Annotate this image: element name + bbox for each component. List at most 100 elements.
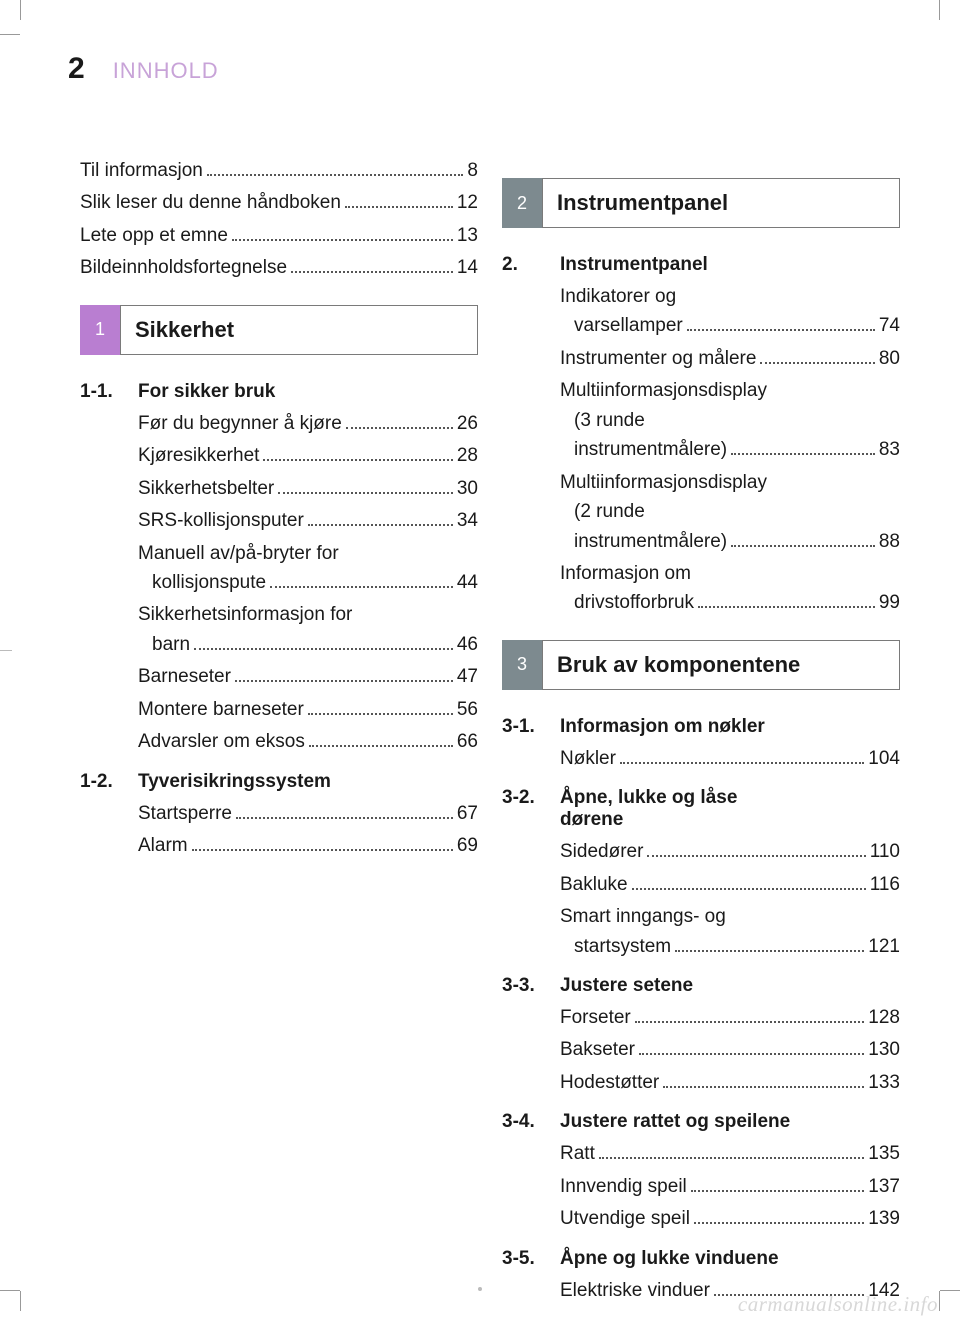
toc-leader-dots [760, 362, 874, 364]
toc-page-number: 66 [457, 727, 478, 756]
toc-entry: Ratt135 [502, 1139, 900, 1168]
toc-entry: Bakluke 116 [502, 870, 900, 899]
left-column: Til informasjon8Slik leser du denne hånd… [80, 156, 478, 1308]
toc-entry: Nøkler104 [502, 744, 900, 773]
toc-text: instrumentmålere) [574, 527, 727, 556]
toc-leader-dots [270, 586, 453, 588]
toc-text: Elektriske vinduer [560, 1276, 710, 1305]
toc-page-number: 130 [868, 1035, 900, 1064]
toc-text: Utvendige speil [560, 1204, 690, 1233]
subsection-title: Instrumentpanel [560, 254, 900, 276]
toc-entry: Informasjon omdrivstofforbruk99 [502, 559, 900, 618]
toc-entry: Manuell av/på-bryter forkollisjonspute44 [80, 539, 478, 598]
toc-entry: Barneseter47 [80, 662, 478, 691]
toc-page-number: 74 [879, 311, 900, 340]
toc-leader-dots [663, 1086, 864, 1088]
crop-mark [0, 650, 12, 651]
section-header: 3Bruk av komponentene [502, 640, 900, 690]
section-1: 1Sikkerhet 1-1. For sikker bruk Før du begy… [80, 305, 478, 861]
toc-leader-dots [620, 762, 864, 764]
toc-text: Bildeinnholdsfortegnelse [80, 253, 287, 282]
toc-entry: Alarm69 [80, 831, 478, 860]
toc-text: Sidedører [560, 837, 643, 866]
toc-leader-dots [694, 1222, 864, 1224]
toc-entry: Slik leser du denne håndboken12 [80, 188, 478, 217]
toc-text: Barneseter [138, 662, 231, 691]
section-3: 3Bruk av komponentene3-1.Informasjon om … [502, 640, 900, 1305]
toc-leader-dots [647, 855, 865, 857]
toc-text: Bakseter [560, 1035, 635, 1064]
toc-leader-dots [675, 950, 864, 952]
header-title: INNHOLD [113, 58, 219, 84]
crop-mark [20, 0, 21, 20]
toc-leader-dots [639, 1053, 864, 1055]
toc-text: Før du begynner å kjøre [138, 409, 342, 438]
section-title: Instrumentpanel [542, 178, 900, 228]
subsection-title: Åpne, lukke og låsedørene [560, 787, 900, 831]
toc-page-number: 12 [457, 188, 478, 217]
toc-page-number: 116 [870, 870, 900, 899]
toc-text: Smart inngangs- og [560, 902, 726, 931]
intro-toc: Til informasjon8Slik leser du denne hånd… [80, 156, 478, 283]
subsection-title: Tyverisikringssystem [138, 771, 478, 793]
toc-text: Kjøresikkerhet [138, 441, 259, 470]
toc-entry: Før du begynner å kjøre26 [80, 409, 478, 438]
toc-text: Alarm [138, 831, 188, 860]
toc-entry: Smart inngangs- ogstartsystem121 [502, 902, 900, 961]
subsection-title: Åpne og lukke vinduene [560, 1248, 900, 1270]
toc-text: SRS-kollisjonsputer [138, 506, 304, 535]
toc-entry: Forseter128 [502, 1003, 900, 1032]
subsection-header: 3-3.Justere setene [502, 975, 900, 997]
section-header: 2Instrumentpanel [502, 178, 900, 228]
toc-entry: Innvendig speil137 [502, 1172, 900, 1201]
subsection-title: For sikker bruk [138, 381, 478, 403]
toc-entry: Bildeinnholdsfortegnelse14 [80, 253, 478, 282]
toc-entry: Sidedører 110 [502, 837, 900, 866]
toc-entry: Kjøresikkerhet28 [80, 441, 478, 470]
toc-page-number: 56 [457, 695, 478, 724]
toc-text: Sikkerhetsinformasjon for [138, 600, 352, 629]
toc-leader-dots [232, 239, 453, 241]
section-tab: 2 [502, 178, 542, 228]
toc-text: Manuell av/på-bryter for [138, 539, 339, 568]
subsection-number: 3-1. [502, 716, 550, 738]
page-number: 2 [68, 52, 85, 86]
toc-leader-dots [632, 888, 866, 890]
toc-page-number: 67 [457, 799, 478, 828]
toc-page-number: 110 [870, 837, 900, 866]
toc-text: Hodestøtter [560, 1068, 659, 1097]
section-tab: 1 [80, 305, 120, 355]
toc-entry: Instrumenter og målere80 [502, 344, 900, 373]
page-header: 2 INNHOLD [20, 34, 940, 100]
toc-text: Lete opp et emne [80, 221, 228, 250]
toc-page-number: 133 [868, 1068, 900, 1097]
subsection-number: 1-1. [80, 381, 128, 403]
toc-leader-dots [635, 1021, 865, 1023]
toc-entry: Indikatorer ogvarsellamper74 [502, 282, 900, 341]
watermark: carmanualsonline.info [738, 1292, 938, 1317]
toc-text: Informasjon om [560, 559, 691, 588]
toc-entry: Multiinformasjonsdisplay(3 rundeinstrume… [502, 376, 900, 464]
subsection-number: 2. [502, 254, 550, 276]
toc-entry: Bakseter 130 [502, 1035, 900, 1064]
toc-page-number: 30 [457, 474, 478, 503]
subsection-number: 3-4. [502, 1111, 550, 1133]
crop-mark [940, 1290, 960, 1291]
toc-text: Montere barneseter [138, 695, 304, 724]
toc-text: Multiinformasjonsdisplay [560, 468, 767, 497]
toc-leader-dots [291, 271, 453, 273]
toc-text: (3 runde [574, 406, 645, 435]
toc-text: Bakluke [560, 870, 628, 899]
section-title: Sikkerhet [120, 305, 478, 355]
subsection-number: 1-2. [80, 771, 128, 793]
toc-text: barn [152, 630, 190, 659]
toc-text: Advarsler om eksos [138, 727, 305, 756]
toc-text: Indikatorer og [560, 282, 676, 311]
toc-leader-dots [731, 545, 875, 547]
section-title: Bruk av komponentene [542, 640, 900, 690]
toc-leader-dots [345, 206, 453, 208]
toc-page-number: 104 [868, 744, 900, 773]
toc-text: Innvendig speil [560, 1172, 687, 1201]
subsection-header: 3-4.Justere rattet og speilene [502, 1111, 900, 1133]
toc-entry: Utvendige speil139 [502, 1204, 900, 1233]
